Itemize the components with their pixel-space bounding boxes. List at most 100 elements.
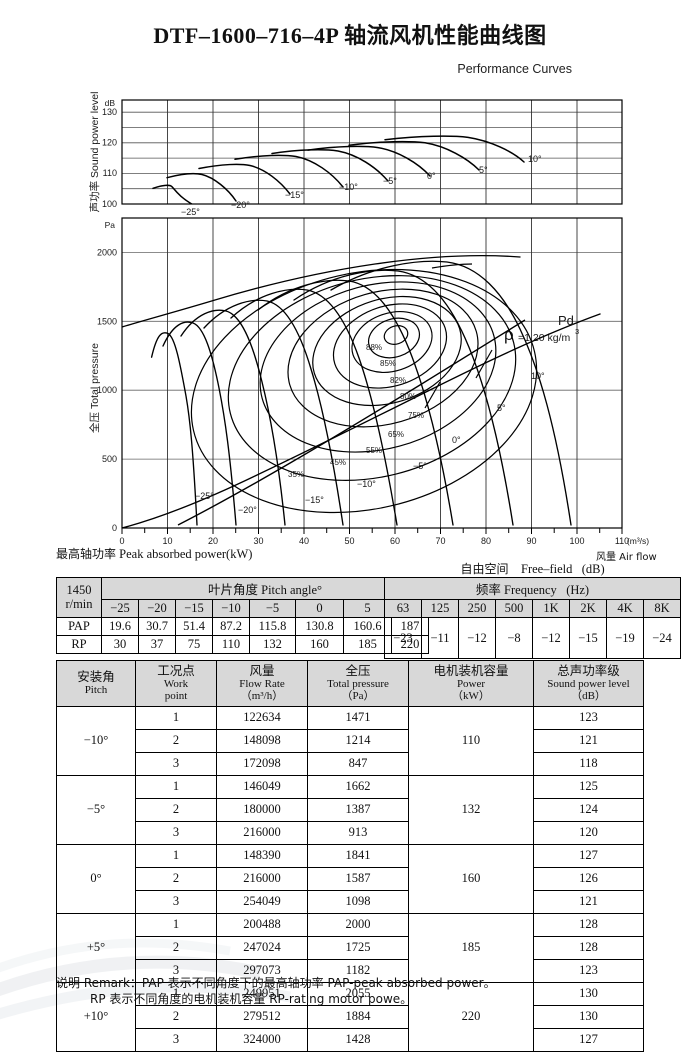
col-flow-rate: 风量 Flow Rate （m³/h） bbox=[216, 660, 308, 707]
svg-text:35%: 35% bbox=[288, 470, 304, 479]
svg-text:82%: 82% bbox=[390, 376, 406, 385]
sound-ytick-100: 100 bbox=[102, 199, 117, 209]
work-point: 2 bbox=[135, 866, 217, 891]
sound-axis-title: 声功率 Sound power level bbox=[88, 92, 101, 213]
band-cell: 8K bbox=[643, 599, 681, 618]
col-power-en: Power bbox=[456, 678, 486, 690]
col-work-point-cn: 工况点 bbox=[157, 663, 195, 678]
svg-text:ρ: ρ bbox=[504, 325, 514, 344]
col-work-point: 工况点 Work point bbox=[135, 660, 217, 707]
band-cell: 125 bbox=[421, 599, 459, 618]
flow-rate: 279512 bbox=[216, 1004, 308, 1029]
total-pressure: 1725 bbox=[307, 935, 409, 960]
svg-text:−20°: −20° bbox=[238, 505, 257, 515]
pitch-group-label: 0° bbox=[56, 843, 136, 914]
row-label: RP bbox=[56, 635, 102, 654]
table-row: +5° 1 200488 2000 185 128 bbox=[56, 912, 644, 983]
svg-text:0°: 0° bbox=[452, 435, 461, 445]
pressure-ytick-1000: 1000 bbox=[97, 385, 117, 395]
pressure-ytick-2000: 2000 bbox=[97, 247, 117, 257]
flow-rate: 200488 bbox=[216, 912, 308, 937]
table-row: 2 247024 1725 128 bbox=[57, 935, 644, 960]
sound-power-level: 126 bbox=[533, 866, 644, 891]
frequency-table: 频率 Frequency (Hz) 63 125 250 500 1K 2K 4… bbox=[384, 577, 681, 659]
work-point: 2 bbox=[135, 1004, 217, 1029]
flow-rate: 324000 bbox=[216, 1027, 308, 1052]
frequency-header-cn: 频率 bbox=[475, 582, 501, 597]
sound-unit-label: dB bbox=[105, 98, 116, 108]
svg-text:20: 20 bbox=[208, 536, 218, 546]
performance-charts: dB 130 120 110 100 −25° −20° −15° − bbox=[0, 88, 700, 548]
col-total-pressure-cn: 全压 bbox=[345, 663, 371, 678]
remark-block: 说明 Remark：PAP 表示不同角度下的最高轴功率 PAP-peak abs… bbox=[56, 975, 496, 1007]
col-flow-rate-en: Flow Rate bbox=[239, 678, 285, 690]
pap-value: 130.8 bbox=[295, 617, 344, 636]
table-row: 2 216000 1587 126 bbox=[57, 866, 644, 891]
rp-value: 132 bbox=[249, 635, 296, 654]
total-pressure: 1214 bbox=[307, 728, 409, 753]
flow-rate: 216000 bbox=[216, 820, 308, 845]
svg-text:−15°: −15° bbox=[285, 190, 304, 200]
sound-power-level: 125 bbox=[533, 774, 644, 799]
svg-text:−5°: −5° bbox=[413, 461, 427, 471]
efficiency-labels: 35% 45% 55% 65% 75% 80% 82% 85% 88% bbox=[288, 343, 424, 479]
efficiency-contours bbox=[190, 268, 538, 514]
band-cell: 1K bbox=[532, 599, 570, 618]
total-pressure: 913 bbox=[307, 820, 409, 845]
pap-value: 51.4 bbox=[175, 617, 213, 636]
motor-power: 160 bbox=[408, 843, 534, 914]
flow-rate: 146049 bbox=[216, 774, 308, 799]
sound-power-level: 124 bbox=[533, 797, 644, 822]
peak-absorbed-power-table: 1450 r/min 叶片角度 Pitch angle° −25 −20 −15… bbox=[56, 577, 429, 654]
rpm-cell: 1450 r/min bbox=[56, 577, 102, 618]
angle-cell: −10 bbox=[212, 599, 250, 618]
svg-text:100: 100 bbox=[569, 536, 584, 546]
total-pressure: 1841 bbox=[307, 843, 409, 868]
work-point: 3 bbox=[135, 820, 217, 845]
angle-cell: −20 bbox=[138, 599, 176, 618]
total-pressure: 1587 bbox=[307, 866, 409, 891]
free-field-caption-unit: (dB) bbox=[581, 562, 605, 576]
band-value: −12 bbox=[532, 617, 570, 659]
sound-power-level: 127 bbox=[533, 1027, 644, 1052]
pap-value: 30.7 bbox=[138, 617, 176, 636]
pressure-ytick-1500: 1500 bbox=[97, 316, 117, 326]
sound-curve-labels: −25° −20° −15° −10° −5° 0° 5° 10° bbox=[181, 154, 542, 217]
svg-text:110: 110 bbox=[615, 536, 629, 546]
svg-text:80%: 80% bbox=[400, 392, 416, 401]
band-cell: 63 bbox=[384, 599, 422, 618]
svg-text:−10°: −10° bbox=[357, 479, 376, 489]
pitch-angle-header-cn: 叶片角度 bbox=[207, 582, 258, 597]
svg-text:45%: 45% bbox=[330, 458, 346, 467]
sound-power-level: 127 bbox=[533, 843, 644, 868]
col-work-point-en2: point bbox=[164, 690, 188, 703]
motor-power: 132 bbox=[408, 774, 534, 845]
svg-text:75%: 75% bbox=[408, 411, 424, 420]
col-flow-rate-unit: （m³/h） bbox=[240, 690, 284, 703]
pitch-angle-header: 叶片角度 Pitch angle° bbox=[101, 577, 429, 600]
pitch-group-label: −10° bbox=[56, 705, 136, 776]
band-value: −24 bbox=[643, 617, 681, 659]
svg-text:30: 30 bbox=[253, 536, 263, 546]
rp-row: RP 30 37 75 110 132 160 185 220 bbox=[56, 635, 429, 654]
frequency-band-row: 63 125 250 500 1K 2K 4K 8K bbox=[384, 599, 681, 618]
table-row: −10° 1 122634 1471 110 123 bbox=[56, 705, 644, 776]
pitch-angle-header-en: Pitch angle° bbox=[261, 583, 323, 597]
work-point: 1 bbox=[135, 705, 217, 730]
sound-ytick-130: 130 bbox=[102, 107, 117, 117]
flow-rate: 180000 bbox=[216, 797, 308, 822]
band-value: −8 bbox=[495, 617, 533, 659]
col-total-pressure: 全压 Total pressure （Pa） bbox=[307, 660, 409, 707]
col-total-pressure-unit: （Pa） bbox=[341, 690, 375, 703]
frequency-value-row: −23 −11 −12 −8 −12 −15 −19 −24 bbox=[384, 617, 681, 659]
work-point: 3 bbox=[135, 889, 217, 914]
pap-value: 87.2 bbox=[212, 617, 250, 636]
band-cell: 4K bbox=[606, 599, 644, 618]
sound-power-level: 128 bbox=[533, 935, 644, 960]
flow-rate: 172098 bbox=[216, 751, 308, 776]
pitch-angle-row: −25 −20 −15 −10 −5 0 5 10 bbox=[57, 599, 429, 618]
table-row: 3 297073 1182 123 bbox=[57, 958, 644, 983]
free-field-caption: 自由空间 Free–field (dB) bbox=[448, 545, 605, 592]
motor-power: 185 bbox=[408, 912, 534, 983]
sound-power-level: 118 bbox=[533, 751, 644, 776]
